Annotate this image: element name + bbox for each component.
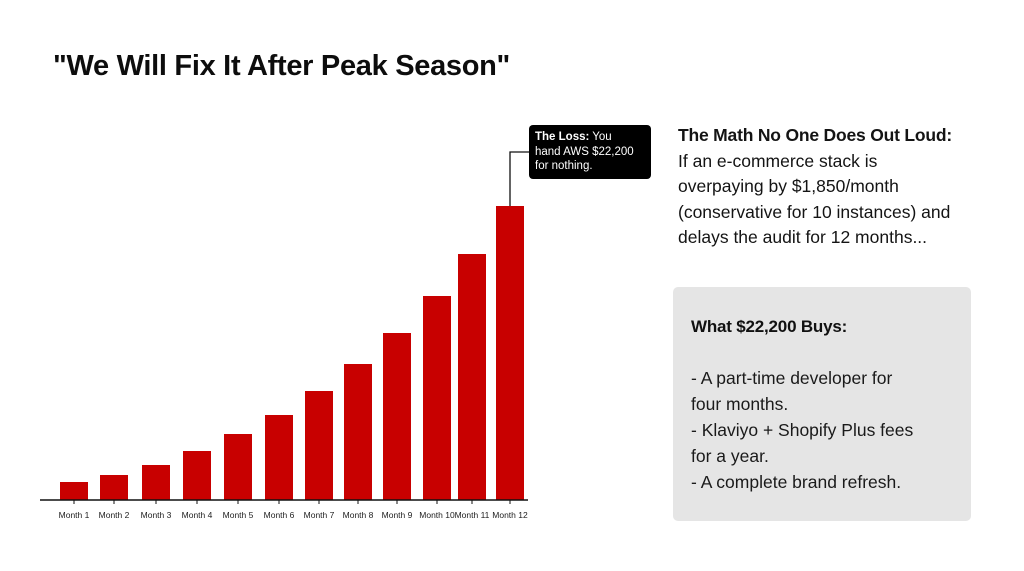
x-axis-label: Month 8 [342,510,374,520]
slide-title: "We Will Fix It After Peak Season" [53,50,511,82]
x-axis-label: Month 12 [492,510,528,520]
math-line: (conservative for 10 instances) and [678,201,951,222]
bar-8 [344,364,372,500]
callout-bold-label: The Loss: [535,131,590,143]
buys-line: - Klaviyo + Shopify Plus fees [691,420,914,440]
x-axis-label: Month 1 [58,510,90,520]
bar-5 [224,434,252,500]
bar-9 [383,333,411,500]
ticks-group [73,500,511,504]
bar-6 [265,415,293,500]
callout-text-3: for nothing. [535,160,593,172]
what-it-buys-box: What $22,200 Buys: - A part-time develop… [673,287,971,521]
math-line: delays the audit for 12 months... [678,227,928,247]
x-axis-label: Month 11 [454,510,490,520]
x-axis-label: Month 7 [303,510,335,520]
math-section: The Math No One Does Out Loud: If an e-c… [678,123,998,251]
buys-line: - A part-time developer for [691,368,893,388]
buys-line: for a year. [691,446,769,466]
math-line: overpaying by $1,850/month [678,176,899,196]
x-axis-label: Month 5 [222,510,254,520]
bar-11 [458,254,486,500]
bar-4 [183,451,211,500]
x-axis-label: Month 6 [263,510,295,520]
x-axis-label: Month 2 [98,510,130,520]
loss-callout: The Loss: You hand AWS $22,200 for nothi… [529,125,651,179]
buys-line: four months. [691,394,789,414]
x-axis-label: Month 3 [140,510,172,520]
callout-text-1: You [589,131,612,143]
x-axis-label: Month 9 [381,510,413,520]
callout-text-2: hand AWS $22,200 [535,145,634,158]
x-axis-label: Month 4 [181,510,213,520]
x-axis-label: Month 10 [419,510,455,520]
bar-3 [142,465,170,500]
bar-2 [100,475,128,500]
bars-group [60,206,524,500]
bar-12 [496,206,524,500]
buys-title: What $22,200 Buys: [691,317,848,336]
bar-7 [305,391,333,500]
callout-connector-line [509,151,529,206]
buys-line: - A complete brand refresh. [691,472,902,492]
bar-1 [60,482,88,500]
math-line: If an e-commerce stack is [678,150,878,171]
math-title: The Math No One Does Out Loud: [678,125,952,145]
bar-10 [423,296,451,500]
